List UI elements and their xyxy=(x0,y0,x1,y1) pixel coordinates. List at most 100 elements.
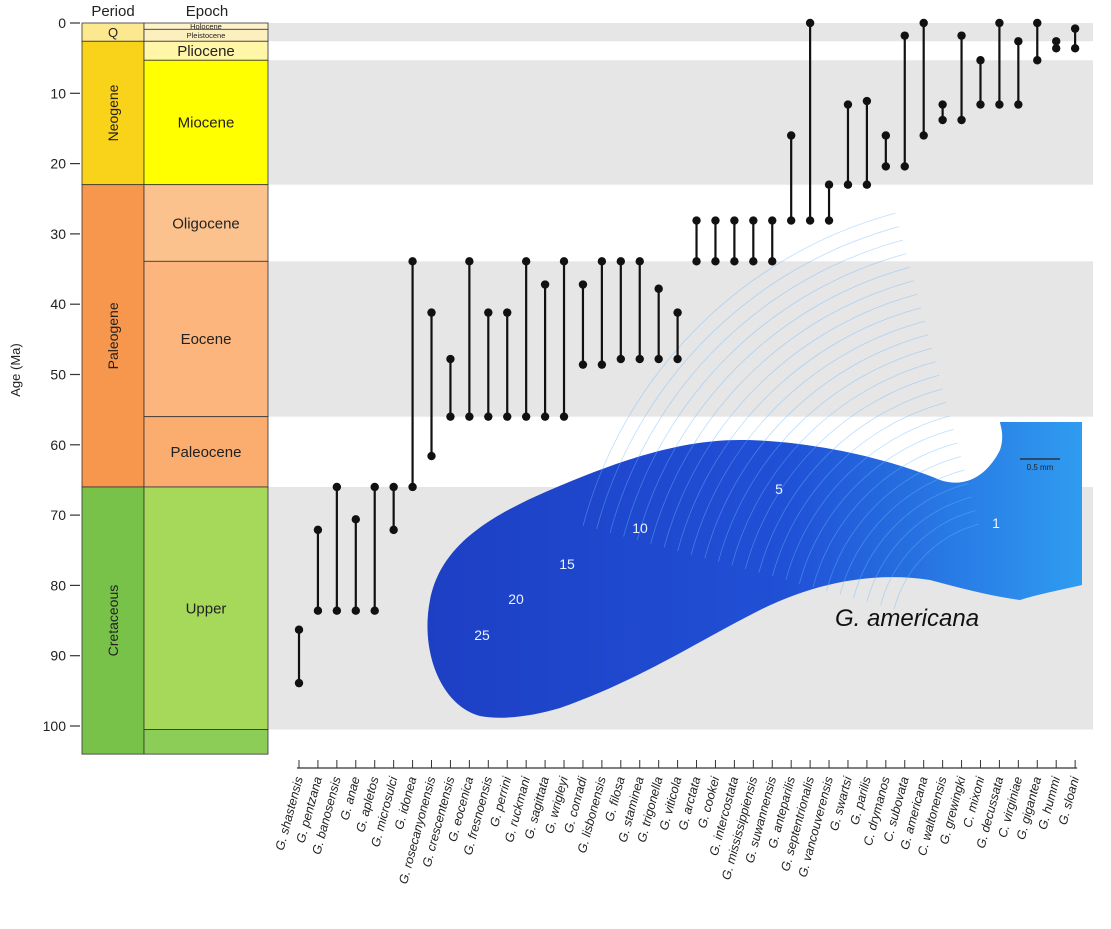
shell-body-shape xyxy=(427,422,1082,718)
y-tick-label: 70 xyxy=(50,507,66,523)
range-top-dot xyxy=(1052,37,1061,46)
range-top-dot xyxy=(824,180,834,189)
growth-ring xyxy=(785,415,951,581)
range-top-dot xyxy=(995,18,1004,28)
range-bottom-dot xyxy=(957,115,966,125)
growth-ring xyxy=(826,456,961,591)
range-top-dot xyxy=(389,482,398,492)
range-top-dot xyxy=(957,31,966,40)
range-top-dot xyxy=(711,216,720,225)
range-top-dot xyxy=(673,308,682,317)
range-top-dot xyxy=(881,131,891,140)
growth-ring xyxy=(731,361,936,566)
growth-ring xyxy=(866,496,972,602)
range-top-dot xyxy=(578,280,588,289)
epoch-cell xyxy=(143,184,269,262)
range-top-dot xyxy=(370,482,379,492)
gray-band xyxy=(268,60,1093,185)
range-bottom-dot xyxy=(711,257,720,266)
range-top-dot xyxy=(805,18,815,28)
gray-band xyxy=(268,261,1093,417)
growth-ring xyxy=(704,334,929,559)
epoch-label: Oligocene xyxy=(172,215,240,232)
range-bottom-dot xyxy=(862,180,872,189)
growth-ring xyxy=(623,253,907,537)
y-tick-label: 10 xyxy=(50,85,66,101)
growth-ring xyxy=(880,510,976,606)
range-top-dot xyxy=(635,257,644,266)
y-tick-label: 100 xyxy=(43,718,67,734)
range-top-dot xyxy=(408,257,417,266)
range-top-dot xyxy=(597,257,607,266)
period-column: Q Neogene Paleogene Cretaceous xyxy=(81,22,145,755)
range-bottom-dot xyxy=(1033,56,1042,65)
range-bottom-dot xyxy=(616,354,626,364)
growth-ring xyxy=(663,293,918,548)
range-top-dot xyxy=(768,216,777,225)
period-label: Q xyxy=(108,25,118,40)
growth-ring-lines xyxy=(582,212,980,610)
growth-ring xyxy=(758,388,943,573)
growth-ring xyxy=(839,469,965,595)
epoch-label: Upper xyxy=(186,600,227,617)
range-bottom-dot xyxy=(805,216,815,225)
range-bottom-dot xyxy=(427,451,436,461)
epoch-cell xyxy=(143,59,269,186)
range-top-dot xyxy=(503,308,512,317)
range-bottom-dot xyxy=(843,180,853,189)
range-bottom-dot xyxy=(768,257,777,266)
growth-ring xyxy=(744,374,940,570)
period-label: Cretaceous xyxy=(105,585,121,657)
period-label: Paleogene xyxy=(105,302,121,369)
growth-ring xyxy=(690,320,925,555)
inset-ring-label: 20 xyxy=(508,591,524,607)
range-top-dot xyxy=(332,482,342,492)
y-tick-label: 50 xyxy=(50,367,66,383)
y-tick-label: 40 xyxy=(50,296,66,312)
range-bottom-dot xyxy=(465,412,474,421)
range-top-dot xyxy=(521,257,531,266)
range-top-dot xyxy=(900,31,909,40)
epoch-label: Pleistocene xyxy=(187,31,226,40)
range-top-dot xyxy=(730,216,739,225)
range-bottom-dot xyxy=(446,412,455,421)
y-axis: 0 10 20 30 40 50 60 70 80 90 100 xyxy=(43,15,80,734)
growth-ring xyxy=(650,280,914,544)
inset-ring-label: 15 xyxy=(559,556,575,572)
range-top-dot xyxy=(427,308,436,317)
range-bottom-dot xyxy=(389,525,398,535)
growth-ring xyxy=(893,523,980,610)
range-bottom-dot xyxy=(692,257,701,266)
range-top-dot xyxy=(919,18,928,28)
range-top-dot xyxy=(616,257,626,266)
range-bottom-dot xyxy=(597,360,607,369)
range-top-dot xyxy=(938,100,947,109)
range-bottom-dot xyxy=(313,606,323,615)
range-bottom-dot xyxy=(540,412,550,421)
epoch-label: Pliocene xyxy=(177,43,235,60)
range-top-dot xyxy=(351,515,360,524)
range-bottom-dot xyxy=(900,162,909,171)
gray-band xyxy=(268,23,1093,42)
y-tick-label: 60 xyxy=(50,437,66,453)
growth-ring xyxy=(596,226,900,530)
range-bottom-dot xyxy=(730,257,739,266)
range-bottom-dot xyxy=(786,216,796,225)
range-bottom-dot xyxy=(332,606,342,615)
range-bottom-dot xyxy=(673,354,682,364)
period-header: Period xyxy=(91,3,134,20)
range-top-dot xyxy=(654,284,663,293)
epoch-header: Epoch xyxy=(186,3,229,20)
range-bottom-dot xyxy=(294,678,304,688)
range-bottom-dot xyxy=(1052,44,1061,53)
inset-species-title: G. americana xyxy=(835,605,979,632)
range-bottom-dot xyxy=(1014,100,1023,109)
epoch-label: Miocene xyxy=(178,115,235,132)
range-bottom-dot xyxy=(578,360,588,369)
growth-ring xyxy=(582,212,896,526)
y-tick-label: 30 xyxy=(50,226,66,242)
y-tick-label: 90 xyxy=(50,648,66,664)
